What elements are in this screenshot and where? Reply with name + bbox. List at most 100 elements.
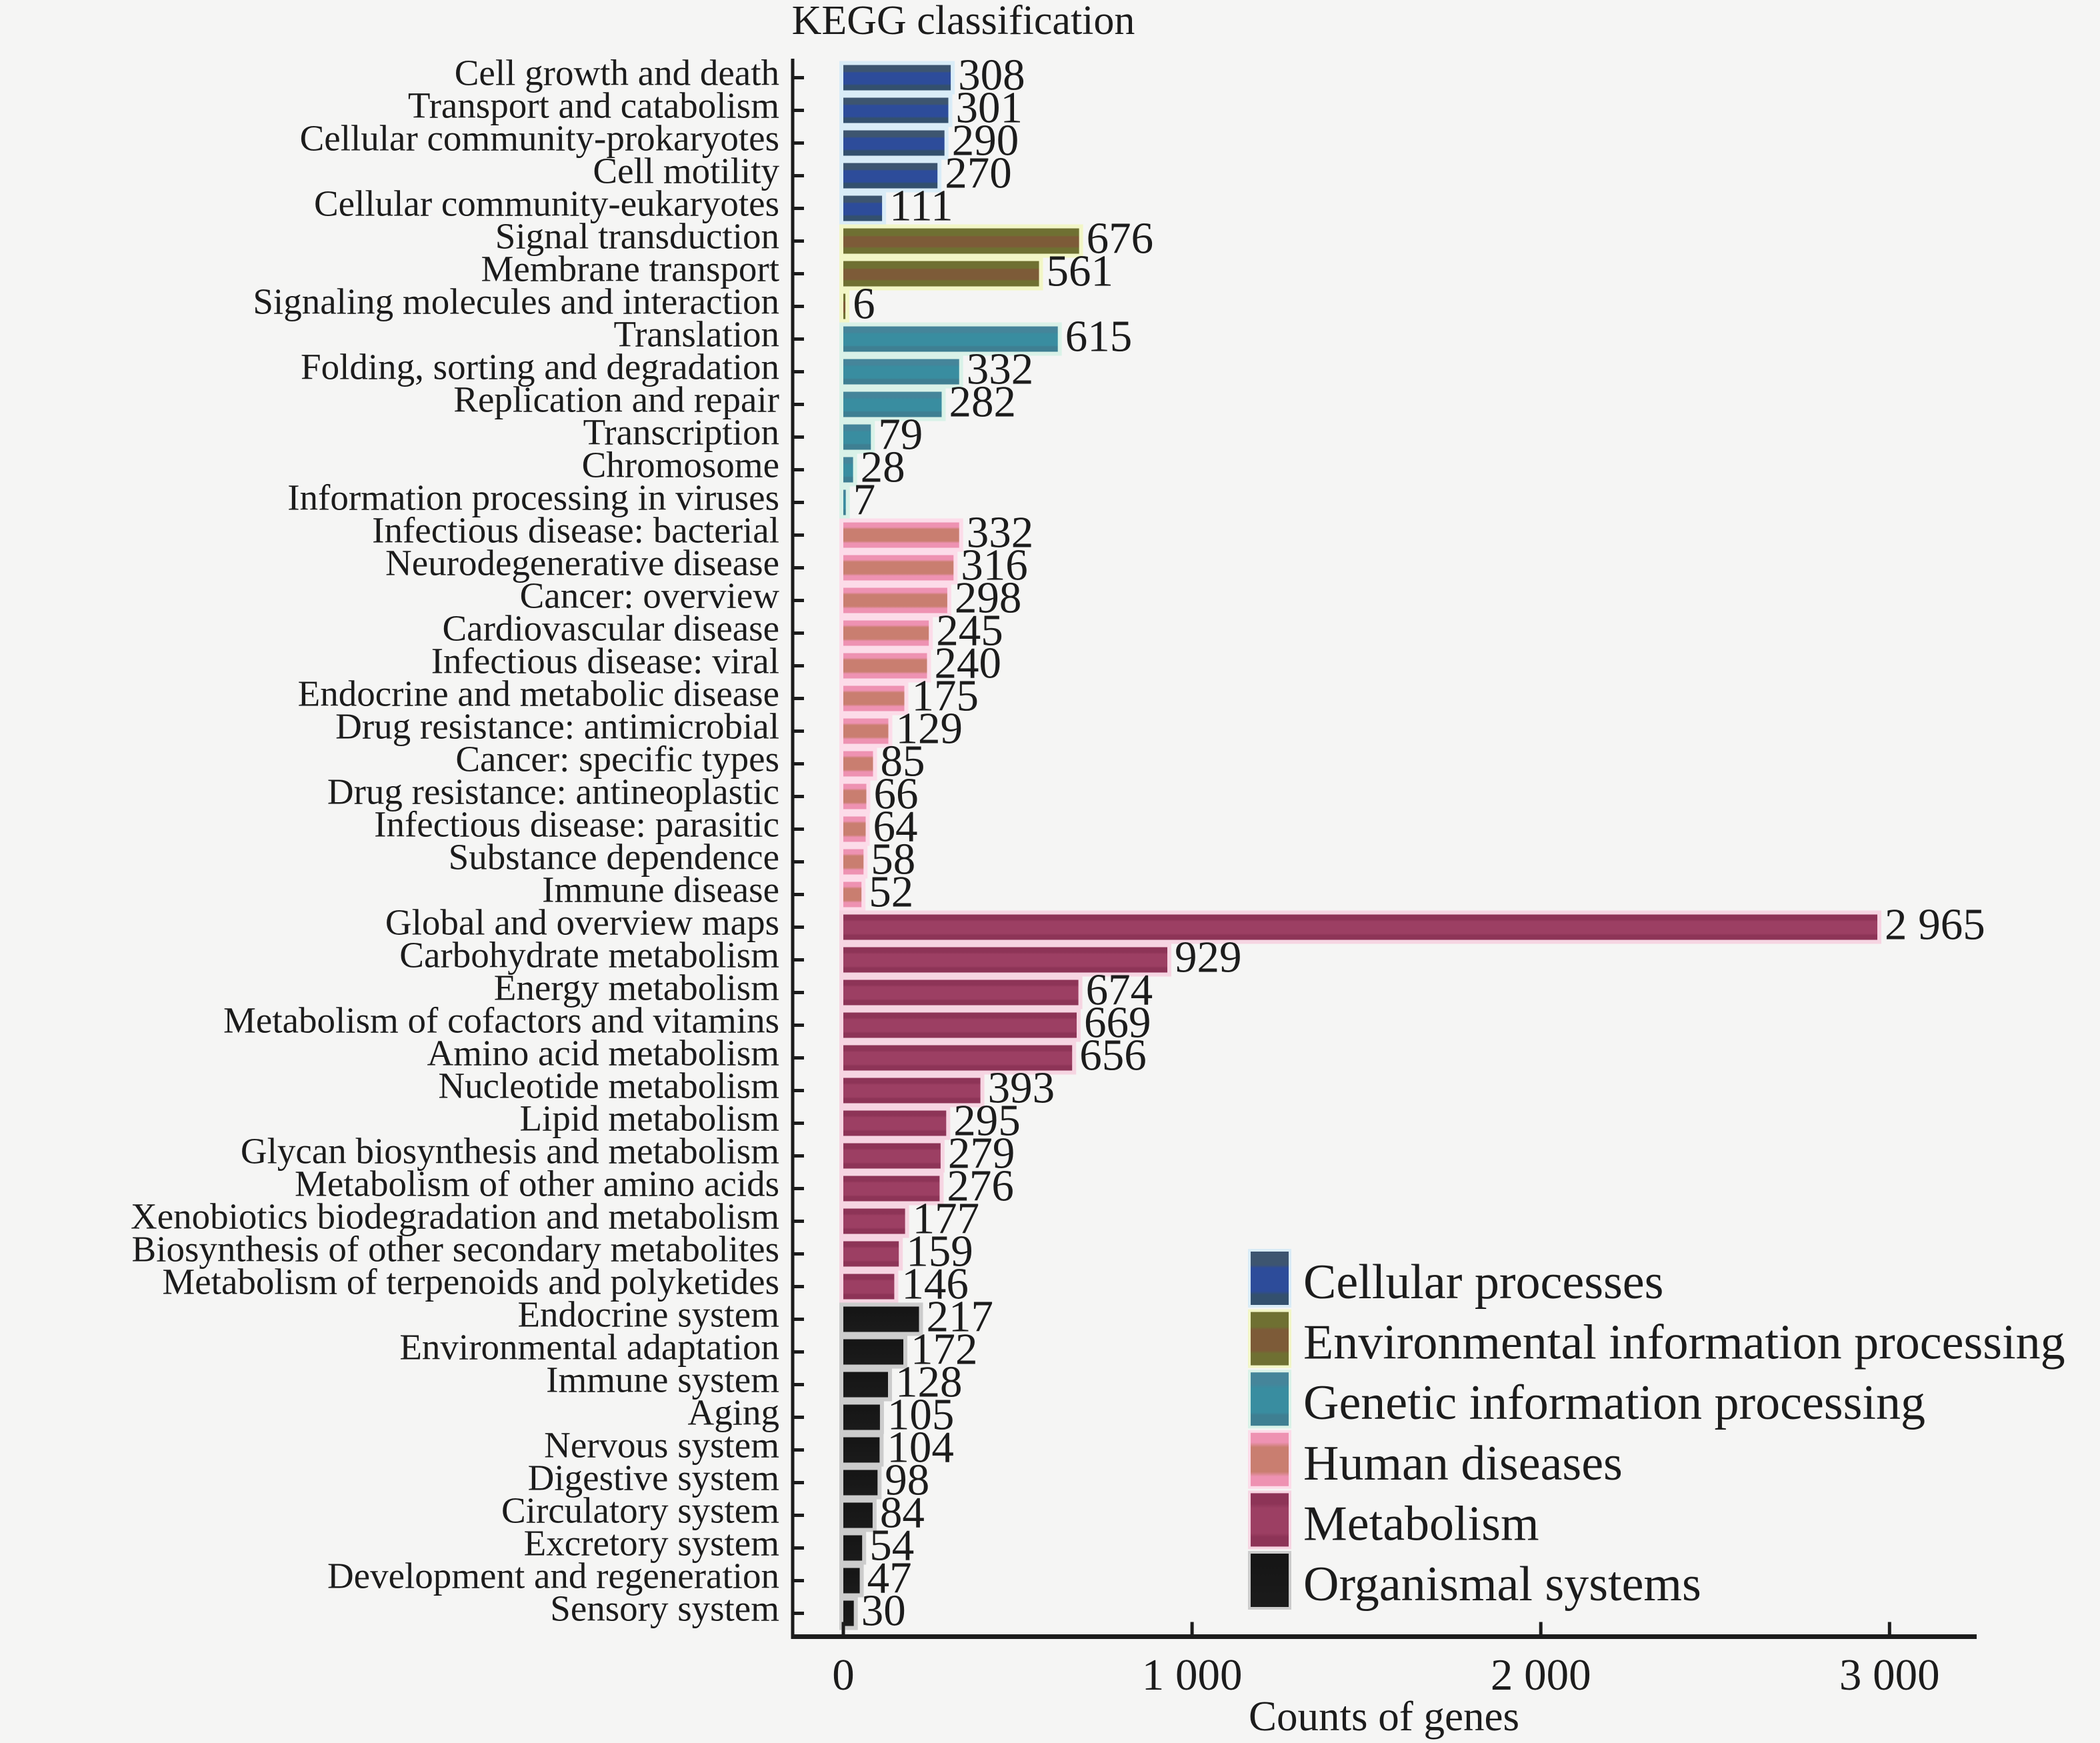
svg-text:98: 98: [885, 1456, 929, 1505]
svg-text:240: 240: [935, 639, 1002, 688]
svg-text:Counts of genes: Counts of genes: [1249, 1693, 1519, 1740]
svg-text:2 000: 2 000: [1491, 1650, 1591, 1700]
svg-text:Circulatory system: Circulatory system: [501, 1490, 779, 1531]
svg-text:279: 279: [948, 1129, 1015, 1178]
svg-text:Metabolism: Metabolism: [1303, 1496, 1539, 1551]
svg-text:676: 676: [1087, 214, 1154, 263]
svg-text:129: 129: [896, 704, 963, 753]
svg-text:Cellular community-eukaryotes: Cellular community-eukaryotes: [314, 183, 779, 224]
svg-text:128: 128: [895, 1358, 963, 1407]
svg-text:298: 298: [955, 573, 1022, 623]
svg-text:Metabolism of terpenoids and p: Metabolism of terpenoids and polyketides: [162, 1262, 779, 1302]
svg-text:Carbohydrate metabolism: Carbohydrate metabolism: [399, 935, 779, 976]
svg-text:Environmental information proc: Environmental information processing: [1303, 1316, 2065, 1370]
svg-text:Cell motility: Cell motility: [593, 151, 779, 191]
svg-text:Cellular processes: Cellular processes: [1303, 1255, 1663, 1310]
svg-text:393: 393: [988, 1064, 1055, 1113]
svg-text:1 000: 1 000: [1142, 1650, 1243, 1700]
svg-text:177: 177: [913, 1194, 980, 1244]
svg-text:105: 105: [887, 1390, 955, 1440]
svg-text:3 000: 3 000: [1839, 1650, 1940, 1700]
svg-text:Drug resistance: antineoplasti: Drug resistance: antineoplastic: [327, 771, 779, 812]
svg-text:Translation: Translation: [613, 314, 779, 355]
svg-text:111: 111: [889, 181, 953, 231]
svg-text:Cancer: overview: Cancer: overview: [520, 575, 780, 616]
svg-text:Organismal systems: Organismal systems: [1303, 1557, 1701, 1612]
svg-text:561: 561: [1047, 247, 1114, 296]
svg-text:301: 301: [956, 83, 1023, 133]
svg-text:64: 64: [873, 802, 918, 851]
svg-text:Energy metabolism: Energy metabolism: [494, 968, 779, 1008]
svg-text:Human diseases: Human diseases: [1303, 1436, 1623, 1491]
svg-text:79: 79: [878, 410, 923, 459]
svg-text:308: 308: [958, 51, 1025, 100]
svg-text:656: 656: [1079, 1031, 1147, 1080]
svg-text:615: 615: [1065, 312, 1133, 361]
svg-text:7: 7: [853, 475, 876, 525]
svg-text:Environmental adaptation: Environmental adaptation: [399, 1327, 779, 1368]
svg-text:290: 290: [952, 116, 1019, 165]
svg-text:295: 295: [953, 1096, 1021, 1146]
svg-text:84: 84: [880, 1488, 925, 1538]
svg-text:Membrane transport: Membrane transport: [481, 249, 780, 289]
svg-text:159: 159: [906, 1227, 973, 1276]
svg-text:Infectious disease: viral: Infectious disease: viral: [431, 641, 779, 681]
svg-text:172: 172: [911, 1325, 978, 1374]
svg-text:Genetic information processing: Genetic information processing: [1303, 1376, 1925, 1430]
svg-text:669: 669: [1084, 998, 1151, 1048]
svg-text:Neurodegenerative disease: Neurodegenerative disease: [385, 543, 779, 583]
svg-text:66: 66: [874, 769, 919, 819]
svg-text:Transport and catabolism: Transport and catabolism: [408, 85, 779, 126]
svg-text:KEGG classification: KEGG classification: [792, 0, 1135, 43]
svg-text:332: 332: [967, 508, 1034, 557]
svg-text:Information processing in viru: Information processing in viruses: [287, 477, 779, 518]
svg-text:30: 30: [861, 1586, 906, 1636]
svg-text:Aging: Aging: [688, 1392, 780, 1433]
svg-text:6: 6: [853, 279, 875, 329]
svg-text:175: 175: [912, 671, 979, 721]
svg-text:Drug resistance: antimicrobial: Drug resistance: antimicrobial: [335, 706, 779, 747]
svg-text:146: 146: [901, 1260, 969, 1309]
svg-text:217: 217: [927, 1292, 994, 1342]
svg-text:54: 54: [869, 1521, 914, 1570]
svg-text:276: 276: [947, 1162, 1014, 1211]
svg-text:Immune system: Immune system: [546, 1360, 779, 1400]
svg-text:Digestive system: Digestive system: [528, 1458, 779, 1498]
svg-text:Nucleotide metabolism: Nucleotide metabolism: [438, 1066, 779, 1106]
svg-text:Immune disease: Immune disease: [542, 869, 779, 910]
svg-text:Amino acid metabolism: Amino acid metabolism: [427, 1033, 779, 1074]
svg-text:58: 58: [871, 835, 915, 884]
svg-text:Glycan biosynthesis and metabo: Glycan biosynthesis and metabolism: [241, 1131, 779, 1172]
svg-text:Cardiovascular disease: Cardiovascular disease: [442, 608, 779, 649]
svg-text:282: 282: [949, 377, 1017, 427]
svg-text:Transcription: Transcription: [583, 412, 779, 453]
svg-text:Global and overview maps: Global and overview maps: [385, 902, 779, 943]
svg-text:332: 332: [967, 345, 1034, 394]
svg-text:Signal transduction: Signal transduction: [495, 216, 779, 257]
svg-text:Chromosome: Chromosome: [582, 445, 779, 485]
svg-text:270: 270: [945, 149, 1012, 198]
svg-text:316: 316: [961, 541, 1028, 590]
svg-text:Cancer: specific types: Cancer: specific types: [455, 739, 779, 779]
svg-text:Replication and repair: Replication and repair: [453, 379, 779, 420]
svg-text:Excretory system: Excretory system: [524, 1523, 779, 1564]
svg-text:929: 929: [1175, 933, 1242, 982]
svg-text:Nervous system: Nervous system: [544, 1425, 779, 1466]
svg-text:Infectious disease: bacterial: Infectious disease: bacterial: [372, 510, 779, 551]
svg-text:Metabolism of other amino acid: Metabolism of other amino acids: [295, 1164, 779, 1204]
svg-text:Cell growth and death: Cell growth and death: [455, 53, 779, 93]
svg-text:Infectious disease: parasitic: Infectious disease: parasitic: [374, 804, 779, 845]
svg-text:Endocrine system: Endocrine system: [517, 1294, 779, 1335]
svg-text:Development and regeneration: Development and regeneration: [327, 1556, 779, 1596]
svg-text:Endocrine and metabolic diseas: Endocrine and metabolic disease: [298, 673, 779, 714]
svg-text:Lipid metabolism: Lipid metabolism: [519, 1098, 779, 1139]
svg-text:Sensory system: Sensory system: [550, 1588, 779, 1629]
svg-text:Signaling molecules and intera: Signaling molecules and interaction: [253, 281, 779, 322]
svg-text:28: 28: [861, 443, 905, 492]
svg-text:52: 52: [869, 867, 913, 917]
svg-text:Substance dependence: Substance dependence: [449, 837, 779, 878]
svg-text:85: 85: [881, 737, 925, 786]
svg-text:Xenobiotics biodegradation and: Xenobiotics biodegradation and metabolis…: [131, 1196, 779, 1237]
svg-text:2 965: 2 965: [1885, 900, 1985, 950]
svg-text:245: 245: [936, 606, 1003, 655]
